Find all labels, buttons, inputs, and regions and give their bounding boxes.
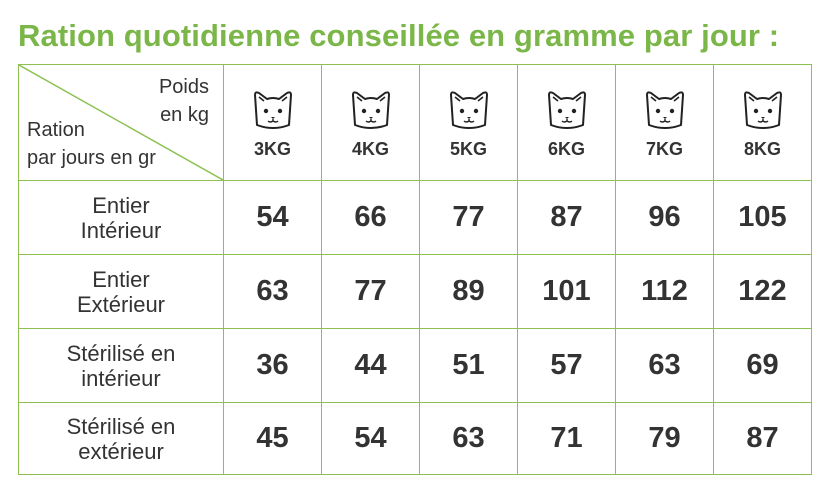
ration-value: 63 [615,328,714,403]
row-label-line1: Entier [92,192,150,218]
ration-value: 45 [223,402,322,475]
weight-header-7kg: 7KG [615,64,714,181]
row-label-line1: Stérilisé en [66,413,176,439]
ration-line1: Ration [27,119,85,141]
table-row-sterilise-interieur: Stérilisé en intérieur 36 44 51 57 63 69 [18,328,812,403]
table-row-sterilise-exterieur: Stérilisé en extérieur 45 54 63 71 79 87 [18,402,812,475]
ration-table: Poids en kg Ration par jours en gr 3KG 4… [18,64,812,475]
weight-label: 3KG [253,139,291,159]
ration-value: 79 [615,402,714,475]
weight-label: 7KG [645,139,683,159]
ration-value: 54 [321,402,420,475]
ration-value: 66 [321,180,420,255]
ration-value: 87 [713,402,812,475]
cat-face-icon [645,91,684,129]
ration-value: 63 [419,402,518,475]
ration-value: 63 [223,254,322,329]
ration-value: 77 [321,254,420,329]
row-label-line1: Entier [92,266,150,292]
table-row-entier-interieur: Entier Intérieur 54 66 77 87 96 105 [18,180,812,255]
ration-value: 87 [517,180,616,255]
ration-line2: par jours en gr [27,147,156,169]
poids-line2: en kg [160,104,209,126]
ration-value: 57 [517,328,616,403]
ration-value: 51 [419,328,518,403]
corner-header-cell: Poids en kg Ration par jours en gr [18,64,224,181]
weight-header-6kg: 6KG [517,64,616,181]
cat-face-icon [449,91,488,129]
weight-header-3kg: 3KG [223,64,322,181]
row-label-line2: Extérieur [76,291,166,317]
ration-value: 122 [713,254,812,329]
row-label-line1: Stérilisé en [66,340,176,366]
ration-value: 44 [321,328,420,403]
weight-label: 8KG [743,139,781,159]
ration-value: 105 [713,180,812,255]
weight-header-4kg: 4KG [321,64,420,181]
weight-header-8kg: 8KG [713,64,812,181]
ration-value: 96 [615,180,714,255]
header-row: Poids en kg Ration par jours en gr 3KG 4… [18,64,812,181]
weight-label: 6KG [547,139,585,159]
cat-face-icon [547,91,586,129]
ration-value: 71 [517,402,616,475]
cat-face-icon [743,91,782,129]
row-label-line2: Intérieur [80,217,162,243]
weight-label: 4KG [351,139,389,159]
cat-face-icon [253,91,292,129]
weight-label: 5KG [449,139,487,159]
ration-label: Ration par jours en gr [27,116,156,172]
ration-value: 36 [223,328,322,403]
ration-value: 101 [517,254,616,329]
weight-header-5kg: 5KG [419,64,518,181]
row-label-line2: extérieur [78,438,164,464]
ration-value: 77 [419,180,518,255]
row-label: Stérilisé en intérieur [18,328,224,403]
cat-face-icon [351,91,390,129]
row-label: Entier Extérieur [18,254,224,329]
diagonal-divider [19,65,223,180]
row-label: Stérilisé en extérieur [18,402,224,475]
poids-label: Poids en kg [159,73,209,129]
row-label-line2: intérieur [81,365,161,391]
ration-value: 69 [713,328,812,403]
ration-value: 54 [223,180,322,255]
ration-value: 89 [419,254,518,329]
table-row-entier-exterieur: Entier Extérieur 63 77 89 101 112 122 [18,254,812,329]
page-title: Ration quotidienne conseillée en gramme … [18,18,780,53]
poids-line1: Poids [158,76,209,98]
row-label: Entier Intérieur [18,180,224,255]
ration-value: 112 [615,254,714,329]
